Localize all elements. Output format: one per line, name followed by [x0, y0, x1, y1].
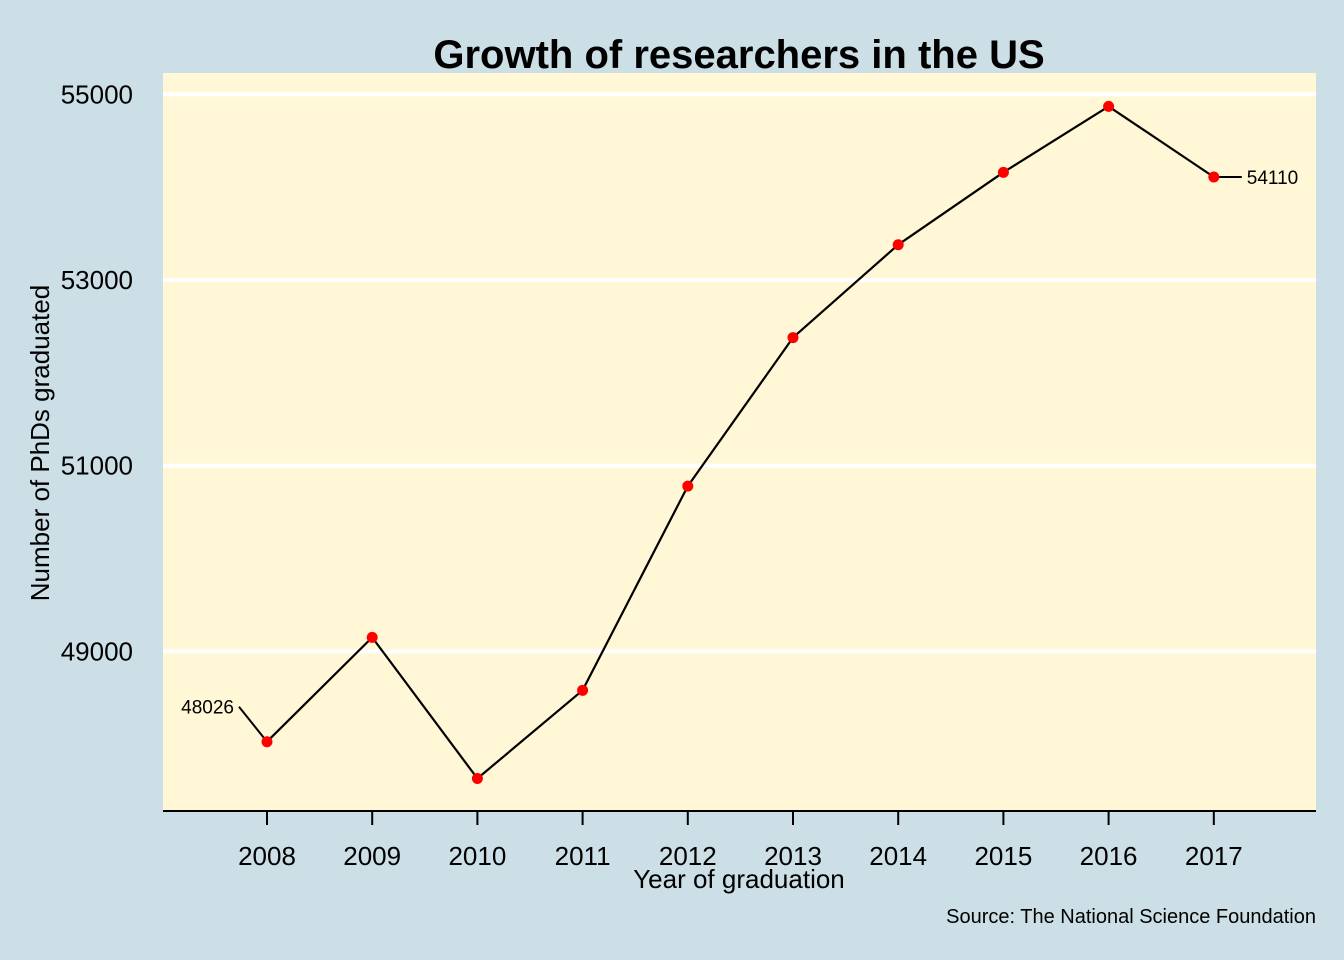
data-point-2008: [261, 736, 273, 748]
y-tick-label: 53000: [61, 265, 133, 295]
x-tick-label: 2016: [1080, 841, 1138, 871]
x-tick-label: 2008: [238, 841, 296, 871]
data-label: 48026: [181, 698, 234, 719]
data-point-2011: [577, 684, 589, 696]
chart-title: Growth of researchers in the US: [433, 33, 1044, 77]
data-point-2009: [366, 631, 378, 643]
x-tick-label: 2013: [764, 841, 822, 871]
x-tick-label: 2009: [343, 841, 401, 871]
data-label: 54110: [1247, 168, 1298, 189]
data-point-2017: [1208, 171, 1220, 183]
data-point-2013: [787, 332, 799, 344]
x-tick-label: 2014: [869, 841, 927, 871]
x-tick-label: 2011: [555, 841, 611, 871]
x-axis-ticks: 2008 2009 2010 2011 2012 2013 2014 2015 2016 2017: [238, 811, 1243, 871]
y-tick-label: 49000: [61, 636, 133, 666]
x-tick-label: 2010: [448, 841, 506, 871]
y-tick-label: 51000: [61, 451, 133, 481]
x-tick-label: 2012: [659, 841, 717, 871]
plot-panel: [163, 73, 1316, 811]
data-point-2012: [682, 480, 694, 492]
data-point-2010: [471, 773, 483, 785]
data-point-2015: [997, 166, 1009, 178]
data-points: [261, 100, 1220, 785]
x-tick-label: 2017: [1185, 841, 1243, 871]
label-connector: [238, 706, 268, 743]
data-labels: 48026 54110: [181, 168, 1298, 719]
data-point-2014: [892, 239, 904, 251]
source-caption: Source: The National Science Foundation: [946, 906, 1316, 928]
series-line: [266, 105, 1215, 780]
y-axis-ticks: 49000 51000 53000 55000: [61, 79, 133, 666]
x-tick-label: 2015: [974, 841, 1032, 871]
data-point-2016: [1103, 100, 1115, 112]
y-tick-label: 55000: [61, 79, 133, 109]
x-axis-label: Year of graduation: [633, 864, 845, 894]
y-axis-label: Number of PhDs graduated: [25, 285, 55, 602]
gridlines: [163, 92, 1316, 654]
